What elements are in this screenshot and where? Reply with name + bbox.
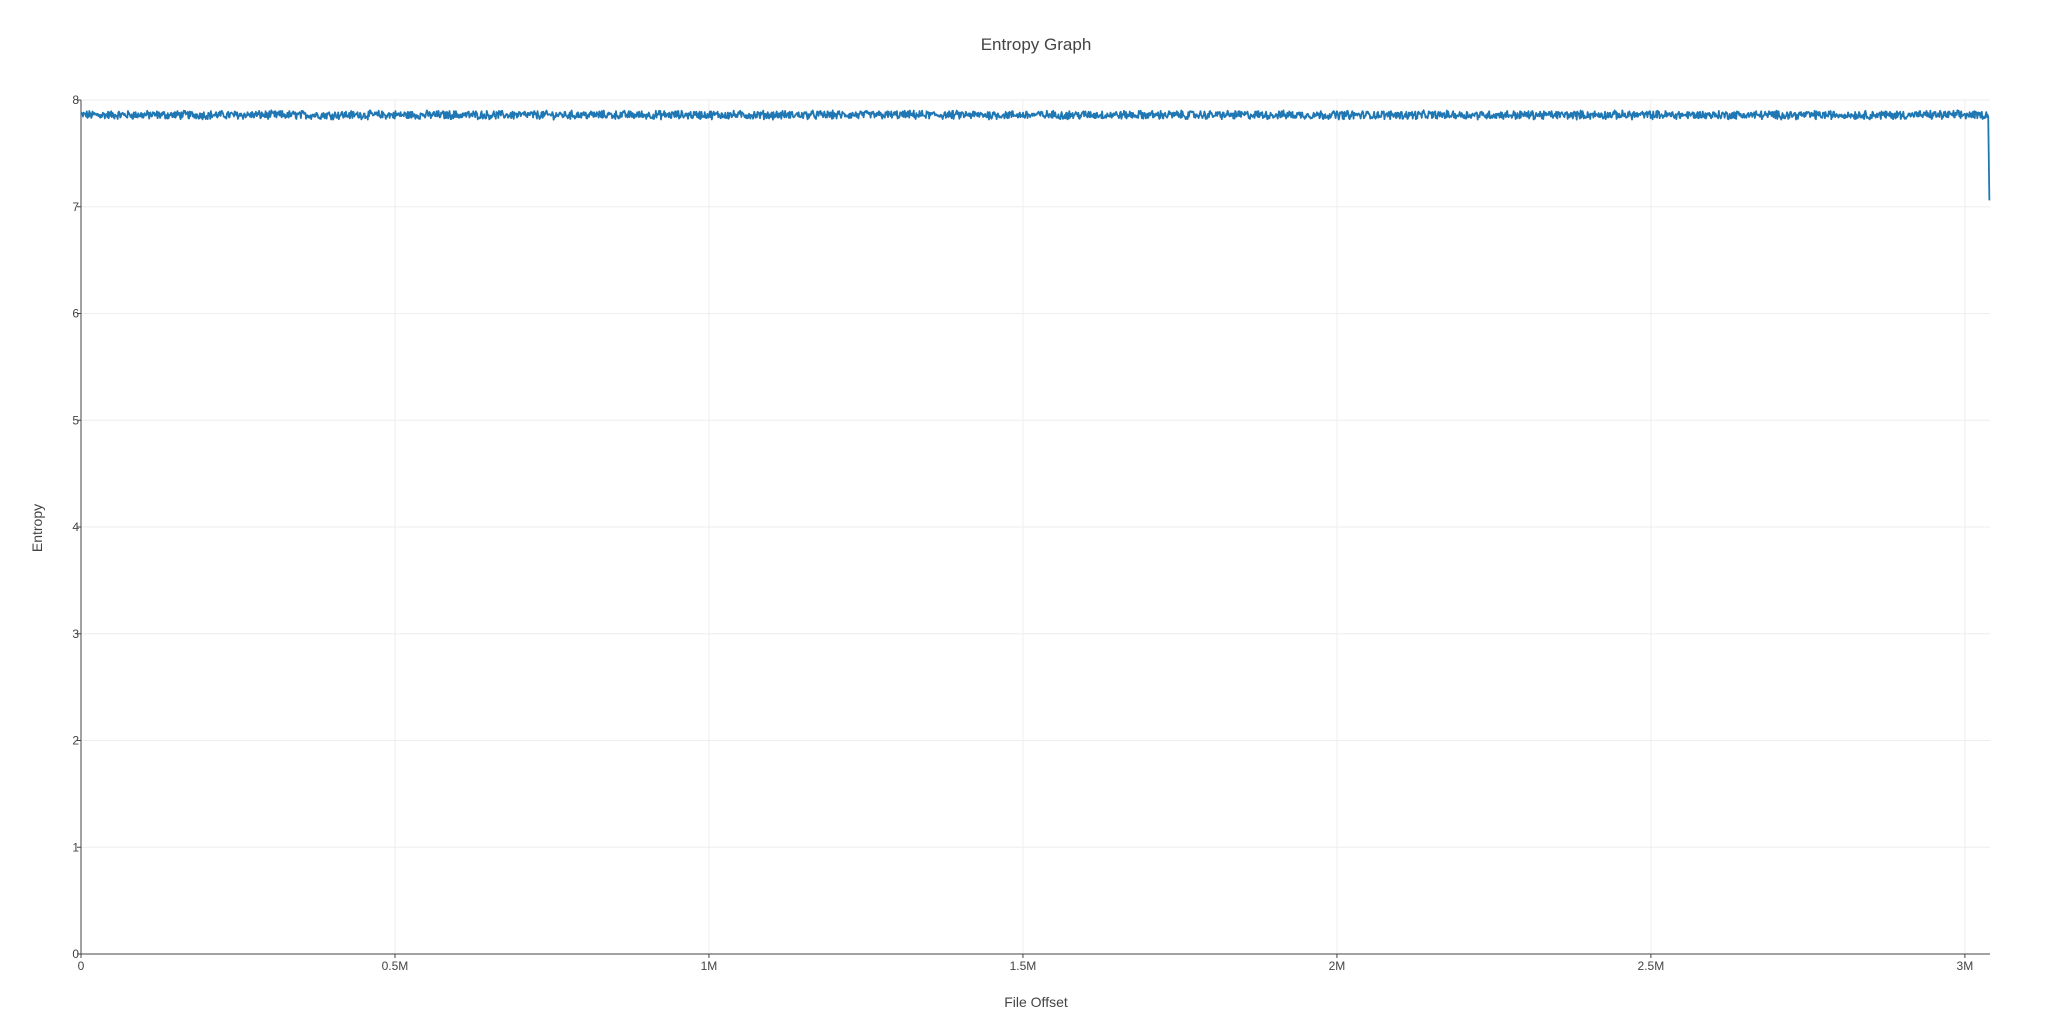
y-tick-label: 4 — [72, 520, 79, 534]
x-tick-label: 1.5M — [1010, 959, 1037, 973]
y-tick-label: 2 — [72, 734, 79, 748]
y-tick-label: 5 — [72, 413, 79, 427]
y-tick-label: 3 — [72, 627, 79, 641]
x-tick-label: 2.5M — [1638, 959, 1665, 973]
x-tick-label: 0 — [78, 959, 85, 973]
x-tick-label: 1M — [701, 959, 718, 973]
x-tick-label: 2M — [1329, 959, 1346, 973]
y-tick-label: 6 — [72, 307, 79, 321]
chart-title: Entropy Graph — [981, 35, 1092, 54]
entropy-series-line — [80, 109, 1991, 201]
series-layer — [80, 109, 1991, 201]
x-axis-label: File Offset — [1004, 994, 1068, 1010]
x-tick-label: 0.5M — [382, 959, 409, 973]
tick-labels: 0 1 2 3 4 5 6 7 8 0 0.5M 1M 1.5M 2M 2.5M 3M — [72, 93, 1973, 973]
y-axis-label: Entropy — [29, 504, 45, 552]
y-tick-label: 1 — [72, 840, 79, 854]
y-tick-label: 8 — [72, 93, 79, 107]
y-tick-label: 0 — [72, 947, 79, 961]
grid — [81, 99, 1990, 954]
y-tick-label: 7 — [72, 200, 79, 214]
x-tick-label: 3M — [1957, 959, 1974, 973]
axes — [77, 99, 1990, 958]
